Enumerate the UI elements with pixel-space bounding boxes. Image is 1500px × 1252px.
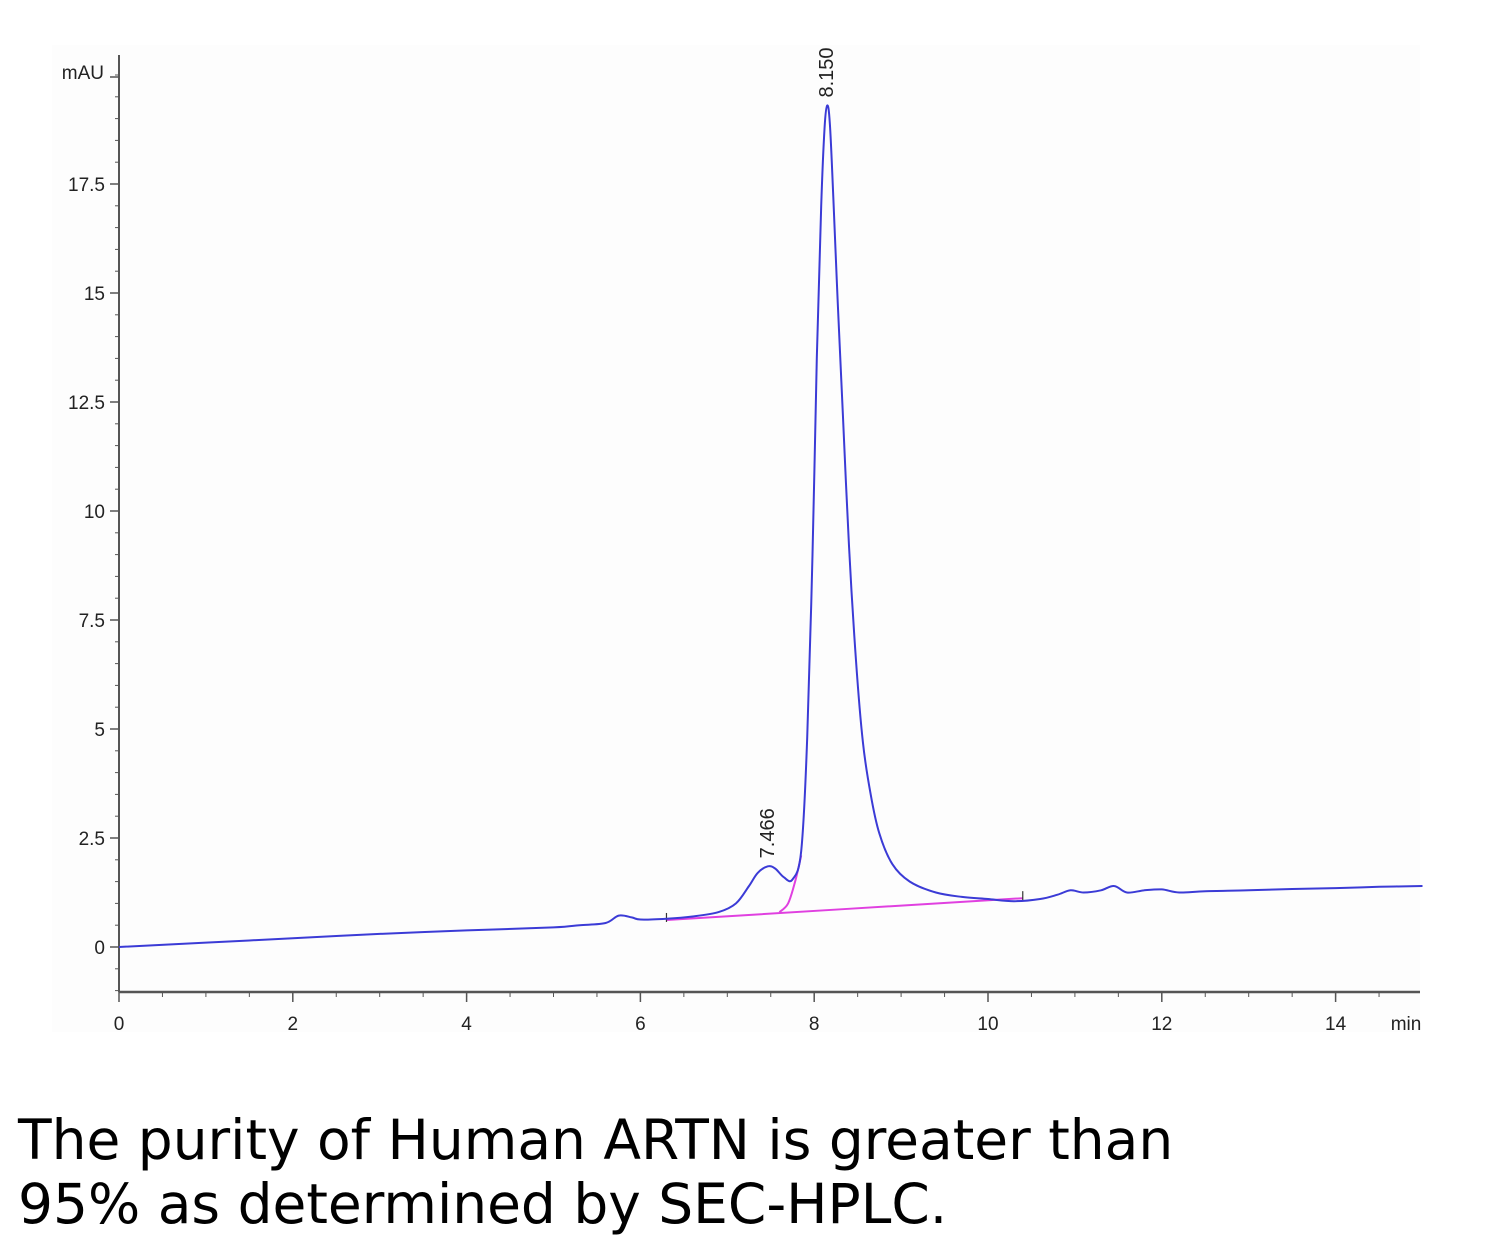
plot-background [52,45,1420,1032]
x-tick-label: 4 [461,1014,472,1035]
caption-line-1: The purity of Human ARTN is greater than [18,1108,1174,1172]
y-tick-label: 5 [94,720,105,741]
x-tick-label: 2 [288,1014,299,1035]
x-tick-label: 14 [1325,1014,1347,1035]
x-tick-label: 10 [977,1014,998,1035]
x-tick-label: 6 [635,1014,646,1035]
caption-line-2: 95% as determined by SEC-HPLC. [18,1172,948,1236]
x-tick-label: 8 [809,1014,820,1035]
y-tick-label: 2.5 [79,829,105,850]
peak-label-2: 8.150 [816,47,838,97]
y-tick-label: 10 [84,502,105,523]
y-tick-label: 0 [94,938,105,959]
chromatogram-svg: 0 2.5 5 7.5 10 12.5 15 17.5 0 2 4 6 8 10 12 14 7.466 8.15… [52,45,1423,1035]
caption: The purity of Human ARTN is greater than… [18,1108,1418,1236]
y-tick-label: 12.5 [68,393,105,414]
peak-label-1: 7.466 [757,808,779,858]
y-tick-label: 15 [84,284,105,305]
x-tick-label: 0 [114,1014,125,1035]
chromatogram-chart: 0 2.5 5 7.5 10 12.5 15 17.5 0 2 4 6 8 10 12 14 7.466 8.15… [52,45,1423,1035]
chromatogram-trace [118,104,1423,948]
y-tick-label: 17.5 [68,175,105,196]
x-unit-label: min [1391,1014,1422,1035]
x-tick-label: 12 [1151,1014,1172,1035]
y-tick-label: 7.5 [79,611,105,632]
y-unit-label: mAU [62,63,104,84]
